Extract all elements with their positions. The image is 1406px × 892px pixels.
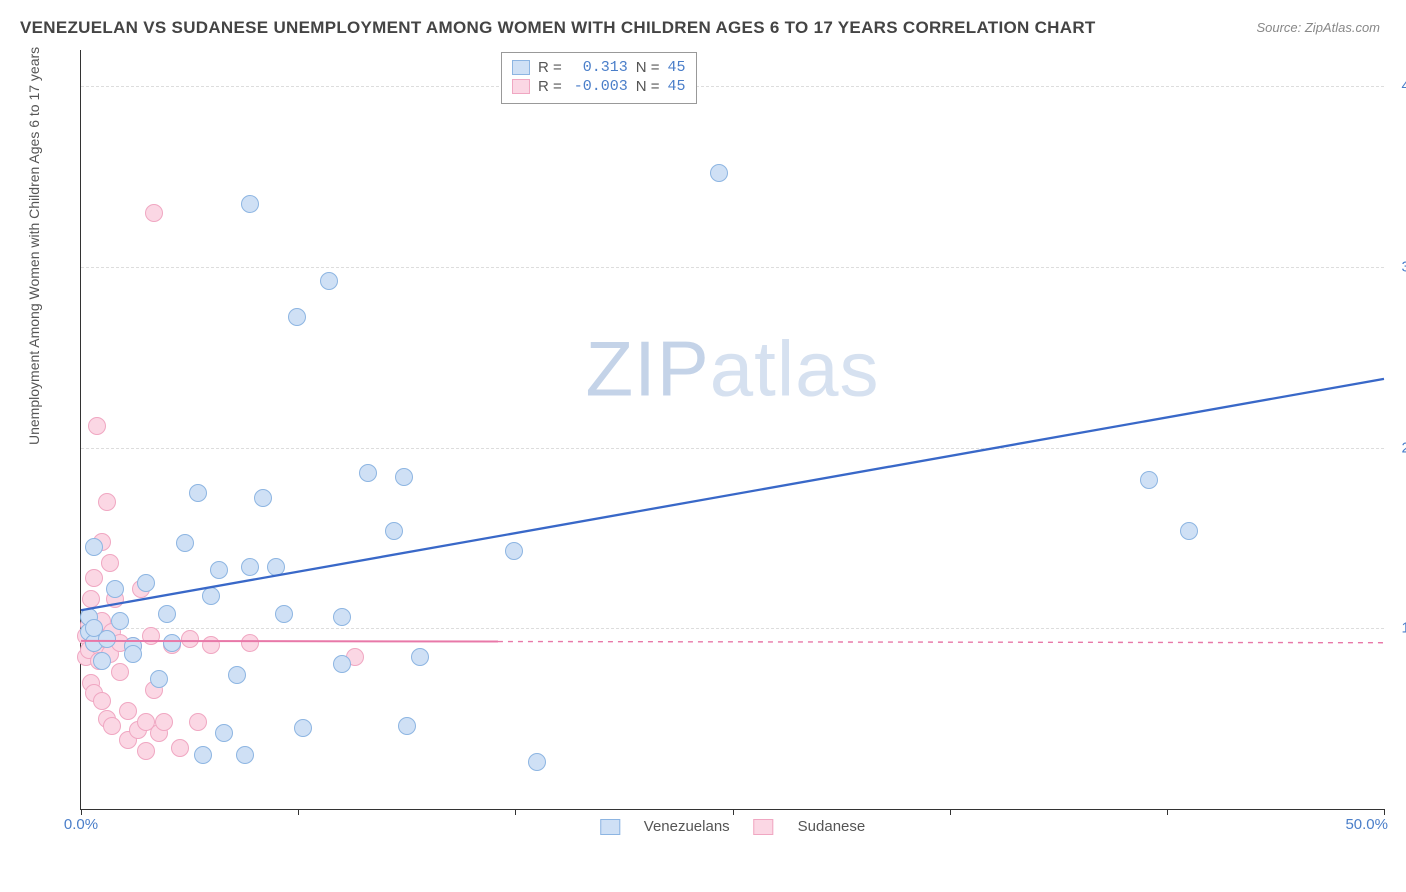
legend: Venezuelans Sudanese — [600, 818, 865, 835]
stat-r-label: R = — [538, 59, 562, 76]
stats-row-sudanese: R = -0.003 N = 45 — [512, 78, 686, 95]
source-label: Source: ZipAtlas.com — [1256, 20, 1380, 35]
trend-line — [81, 379, 1384, 610]
x-tick-label-max: 50.0% — [1345, 816, 1388, 833]
y-tick-label: 20.0% — [1388, 439, 1406, 456]
swatch-venezuelans — [512, 60, 530, 75]
stat-r-value-venezuelans: 0.313 — [570, 59, 628, 76]
trend-line-dashed — [498, 642, 1384, 643]
legend-label-venezuelans: Venezuelans — [644, 818, 730, 835]
plot-region: ZIPatlas R = 0.313 N = 45 R = -0.003 N =… — [80, 50, 1384, 810]
stat-n-label: N = — [636, 59, 660, 76]
trend-line — [81, 641, 498, 642]
x-tick — [733, 809, 734, 815]
stats-box: R = 0.313 N = 45 R = -0.003 N = 45 — [501, 52, 697, 104]
y-axis-label: Unemployment Among Women with Children A… — [26, 47, 42, 445]
stat-n-label: N = — [636, 78, 660, 95]
legend-swatch-venezuelans — [600, 819, 620, 835]
x-tick — [515, 809, 516, 815]
stat-r-value-sudanese: -0.003 — [570, 78, 628, 95]
stat-n-value-venezuelans: 45 — [668, 59, 686, 76]
y-tick-label: 40.0% — [1388, 78, 1406, 95]
x-tick — [298, 809, 299, 815]
x-tick — [1384, 809, 1385, 815]
x-tick — [81, 809, 82, 815]
x-tick-label-min: 0.0% — [64, 816, 98, 833]
chart-area: Unemployment Among Women with Children A… — [52, 50, 1384, 840]
stat-n-value-sudanese: 45 — [668, 78, 686, 95]
trend-lines — [81, 50, 1384, 809]
legend-label-sudanese: Sudanese — [798, 818, 866, 835]
stats-row-venezuelans: R = 0.313 N = 45 — [512, 59, 686, 76]
x-tick — [950, 809, 951, 815]
y-tick-label: 30.0% — [1388, 258, 1406, 275]
chart-title: VENEZUELAN VS SUDANESE UNEMPLOYMENT AMON… — [20, 18, 1096, 38]
swatch-sudanese — [512, 79, 530, 94]
x-tick — [1167, 809, 1168, 815]
legend-swatch-sudanese — [754, 819, 774, 835]
y-tick-label: 10.0% — [1388, 620, 1406, 637]
stat-r-label: R = — [538, 78, 562, 95]
